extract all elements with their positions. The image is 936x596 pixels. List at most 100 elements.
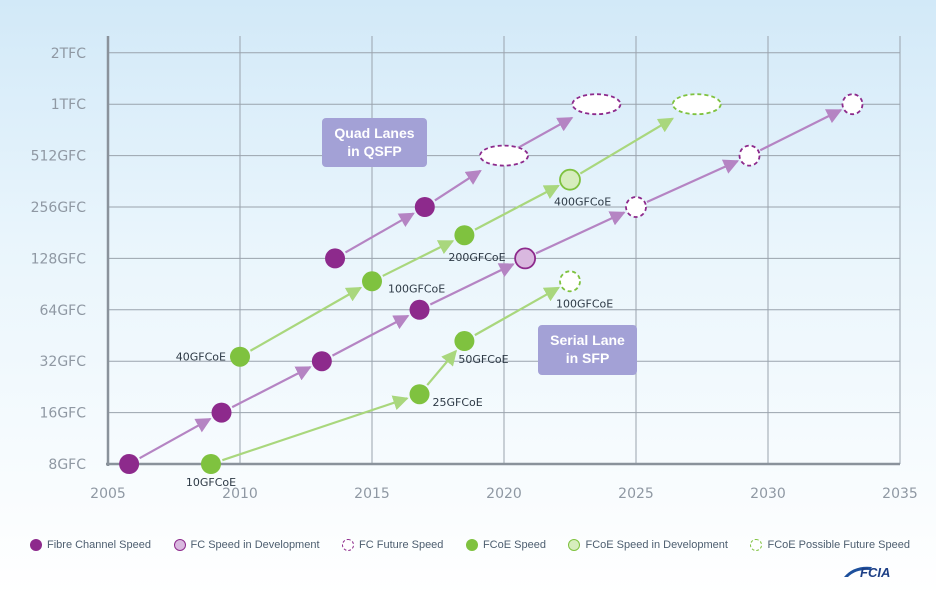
y-tick-label: 64GFC — [40, 303, 87, 319]
trend-arrow — [514, 116, 574, 151]
legend-label: FC Speed in Development — [190, 539, 320, 551]
callout-line: in SFP — [566, 350, 610, 366]
data-point-fc-future — [738, 144, 761, 167]
data-point-fc-solid — [409, 299, 430, 320]
data-point-fc-future — [625, 196, 647, 218]
trend-arrow — [231, 366, 312, 409]
series-arrows — [139, 109, 843, 462]
trend-arrow — [139, 417, 212, 460]
legend-swatch-fc-dev — [173, 539, 186, 551]
callout-line: in QSFP — [347, 143, 401, 159]
data-label: 100GFCoE — [388, 282, 445, 295]
data-point-fc-dev — [514, 247, 537, 270]
trend-arrow — [221, 395, 409, 462]
legend-item-fcoe-dev: FCoE Speed in Development — [568, 539, 728, 551]
data-point-fcoe-future — [559, 270, 581, 293]
data-point-fc-solid — [311, 351, 332, 372]
trend-arrow — [249, 286, 363, 352]
callout-line: Quad Lanes — [334, 125, 414, 141]
trend-arrow — [759, 109, 843, 152]
trend-arrow — [426, 349, 458, 386]
legend-label: FCoE Speed — [482, 539, 546, 551]
data-point-fc-solid — [414, 197, 435, 217]
data-point-fc-future — [841, 93, 864, 116]
y-tick-label: 256GFC — [31, 200, 87, 216]
trend-arrow — [429, 263, 515, 306]
legend-item-fcoe-future: FCoE Possible Future Speed — [750, 539, 910, 551]
legend-swatch-fcoe-speed — [465, 539, 478, 551]
legend-swatch-fc-future — [342, 539, 355, 551]
legend-label: FCoE Speed in Development — [585, 539, 728, 551]
legend-label: FC Future Speed — [359, 539, 444, 551]
data-point-fc-solid — [325, 248, 346, 269]
data-point-fcoe-dev — [559, 168, 581, 191]
logo-swoosh — [844, 566, 872, 577]
legend-label: FCoE Possible Future Speed — [767, 539, 910, 551]
trend-arrow — [382, 240, 455, 277]
x-tick-label: 2020 — [486, 486, 522, 502]
x-tick-label: 2010 — [222, 486, 258, 502]
data-point-fc-future — [571, 93, 622, 116]
y-tick-label: 128GFC — [31, 251, 87, 267]
data-label: 100GFCoE — [556, 297, 613, 310]
legend-item-fc-future: FC Future Speed — [342, 539, 443, 551]
data-point-fc-solid — [119, 454, 140, 474]
y-tick-label: 2TFC — [51, 46, 87, 62]
x-tick-label: 2035 — [882, 486, 918, 502]
callouts: Quad Lanes in QSFP Serial Lane in SFP — [322, 118, 637, 375]
data-label: 200GFCoE — [448, 251, 505, 264]
legend-item-fc-speed: Fibre Channel Speed — [30, 539, 151, 551]
legend-swatch-fcoe-future — [750, 539, 763, 551]
callout-line: Serial Lane — [550, 332, 625, 348]
y-tick-label: 512GFC — [31, 149, 87, 165]
legend: Fibre Channel Speed FC Speed in Developm… — [30, 537, 910, 553]
data-label: 50GFCoE — [458, 353, 508, 366]
trend-arrow — [474, 286, 561, 337]
callout-bg — [322, 118, 427, 167]
x-tick-label: 2025 — [618, 486, 654, 502]
callout-box: Serial Lane in SFP — [538, 325, 637, 375]
trend-arrow — [344, 212, 415, 254]
trend-arrow — [434, 169, 482, 202]
logo-text: FCIA — [860, 565, 890, 580]
x-tick-label: 2015 — [354, 486, 390, 502]
data-point-fcoe-solid — [409, 384, 430, 405]
tick-labels: 8GFC 16GFC 32GFC 64GFC 128GFC 256GFC 512GFC 1TF… — [31, 46, 918, 502]
data-point-fcoe-solid — [454, 331, 475, 352]
legend-swatch-fc-speed — [30, 539, 42, 551]
trend-arrow — [646, 159, 740, 204]
data-label: 25GFCoE — [433, 396, 483, 409]
data-point-fcoe-solid — [230, 346, 250, 367]
x-tick-label: 2005 — [90, 486, 126, 502]
data-label: 400GFCoE — [554, 196, 611, 209]
grid — [108, 36, 901, 464]
data-point-fcoe-solid — [362, 271, 382, 292]
data-label: 10GFCoE — [186, 476, 236, 489]
data-label: 40GFCoE — [176, 351, 226, 364]
y-tick-label: 8GFC — [48, 457, 86, 473]
data-points — [119, 93, 864, 474]
y-tick-label: 1TFC — [51, 97, 87, 113]
trend-arrow — [579, 117, 674, 175]
data-point-fcoe-solid — [200, 454, 221, 474]
legend-item-fc-dev: FC Speed in Development — [173, 539, 320, 551]
data-point-fc-future — [479, 144, 529, 167]
trend-arrow — [535, 211, 626, 255]
callout-box: Quad Lanes in QSFP — [322, 118, 427, 167]
legend-swatch-fcoe-dev — [568, 539, 581, 551]
y-tick-label: 16GFC — [40, 406, 87, 422]
data-labels: 10GFCoE 40GFCoE 25GFCoE 50GFCoE 100GFCoE 200G… — [176, 196, 613, 489]
trend-arrow — [474, 184, 560, 231]
data-point-fc-solid — [211, 402, 232, 423]
y-tick-label: 32GFC — [40, 354, 87, 370]
callout-bg — [538, 325, 637, 375]
data-point-fcoe-solid — [454, 225, 475, 246]
legend-label: Fibre Channel Speed — [47, 539, 151, 551]
fcia-logo: FCIA — [844, 565, 890, 580]
data-point-fcoe-future — [671, 93, 722, 116]
x-tick-label: 2030 — [750, 486, 786, 502]
axes — [106, 36, 900, 466]
trend-arrow — [331, 314, 410, 357]
legend-item-fcoe-speed: FCoE Speed — [465, 539, 546, 551]
